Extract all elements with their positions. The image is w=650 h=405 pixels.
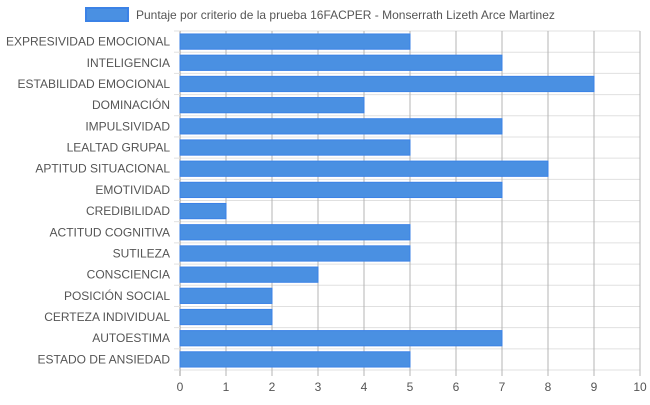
x-tick-label: 0	[177, 380, 184, 394]
y-tick-label: EMOTIVIDAD	[95, 183, 170, 197]
x-tick-label: 9	[591, 380, 598, 394]
bar[interactable]	[179, 97, 365, 114]
bar[interactable]	[179, 266, 319, 283]
y-tick-label: IMPULSIVIDAD	[85, 119, 170, 133]
y-axis-labels: EXPRESIVIDAD EMOCIONAL INTELIGENCIA ESTABI…	[6, 35, 170, 367]
y-tick-label: CONSCIENCIA	[87, 268, 170, 282]
legend-swatch[interactable]	[85, 7, 129, 22]
bar[interactable]	[179, 118, 503, 135]
x-tick-label: 2	[269, 380, 276, 394]
y-tick-label: SUTILEZA	[113, 246, 170, 260]
bar[interactable]	[179, 75, 595, 93]
y-tick-label: EXPRESIVIDAD EMOCIONAL	[6, 35, 170, 49]
y-tick-label: ACTITUD COGNITIVA	[50, 225, 170, 239]
bar[interactable]	[179, 181, 503, 199]
x-tick-label: 8	[545, 380, 552, 394]
x-tick-label: 1	[223, 380, 230, 394]
x-tick-label: 7	[499, 380, 506, 394]
legend[interactable]: Puntaje por criterio de la prueba 16FACP…	[85, 7, 555, 22]
bar[interactable]	[179, 202, 227, 220]
y-tick-label: LEALTAD GRUPAL	[67, 141, 171, 155]
x-axis-labels: 0 1 2 3 4 5 6 7 8 9 10	[177, 380, 647, 394]
y-tick-label: POSICIÓN SOCIAL	[64, 288, 170, 303]
y-tick-label: DOMINACIÓN	[92, 97, 170, 112]
x-tick-label: 10	[633, 380, 647, 394]
bar[interactable]	[179, 330, 503, 347]
y-tick-label: INTELIGENCIA	[87, 56, 170, 70]
y-tick-label: CREDIBILIDAD	[86, 204, 170, 218]
legend-label[interactable]: Puntaje por criterio de la prueba 16FACP…	[136, 8, 555, 22]
bar[interactable]	[179, 287, 273, 304]
y-tick-label: ESTADO DE ANSIEDAD	[38, 352, 171, 366]
y-tick-label: AUTOESTIMA	[92, 331, 170, 345]
bar[interactable]	[179, 245, 411, 262]
bar[interactable]	[179, 308, 273, 326]
bar[interactable]	[179, 160, 549, 177]
bars	[179, 33, 595, 368]
bar[interactable]	[179, 33, 411, 50]
bar[interactable]	[179, 224, 411, 241]
x-tick-label: 3	[315, 380, 322, 394]
bar[interactable]	[179, 139, 411, 156]
x-tick-label: 4	[361, 380, 368, 394]
y-tick-label: CERTEZA INDIVIDUAL	[44, 310, 170, 324]
x-tick-label: 6	[453, 380, 460, 394]
x-tick-label: 5	[407, 380, 414, 394]
bar[interactable]	[179, 351, 411, 368]
y-tick-label: APTITUD SITUACIONAL	[35, 162, 170, 176]
y-tick-label: ESTABILIDAD EMOCIONAL	[18, 77, 171, 91]
bar[interactable]	[179, 54, 503, 71]
